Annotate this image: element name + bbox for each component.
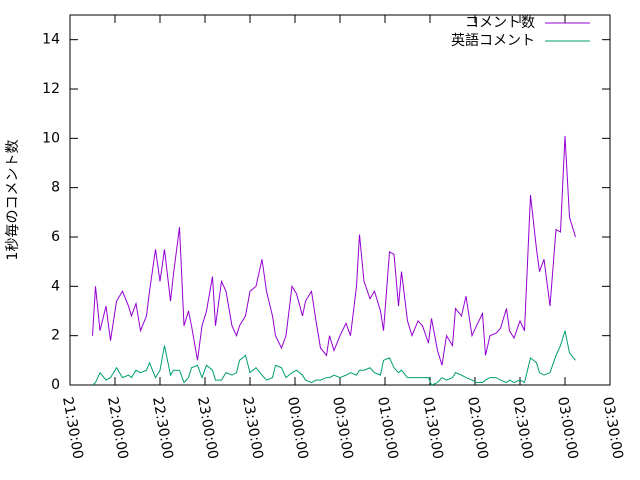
x-tick-label: 21:30:00 (59, 396, 86, 461)
x-tick-label: 02:30:00 (509, 396, 536, 461)
y-tick-label: 14 (42, 32, 60, 48)
x-tick-label: 01:00:00 (374, 396, 401, 461)
y-tick-label: 4 (51, 278, 60, 294)
y-tick-label: 12 (42, 81, 60, 97)
y-tick-label: 6 (51, 229, 60, 245)
series-line (92, 135, 576, 366)
x-tick-label: 23:30:00 (239, 396, 266, 461)
legend-label: コメント数 (465, 15, 535, 31)
legend-label: 英語コメント (451, 32, 535, 49)
x-tick-label: 02:00:00 (464, 396, 491, 461)
y-tick-label: 8 (51, 180, 60, 196)
x-tick-label: 01:30:00 (419, 396, 446, 461)
x-tick-label: 22:30:00 (149, 396, 176, 461)
x-tick-label: 03:00:00 (554, 396, 581, 461)
series-line (92, 330, 576, 386)
y-tick-label: 10 (42, 130, 60, 146)
y-tick-label: 2 (51, 328, 60, 344)
y-tick-label: 0 (51, 377, 60, 393)
x-tick-label: 22:00:00 (104, 396, 131, 461)
y-axis-label: 1秒毎のコメント数 (5, 140, 21, 261)
x-tick-label: 00:30:00 (329, 396, 356, 461)
x-tick-label: 23:00:00 (194, 396, 221, 461)
x-tick-label: 00:00:00 (284, 396, 311, 461)
plot-border (69, 14, 611, 386)
x-tick-label: 03:30:00 (599, 396, 626, 461)
